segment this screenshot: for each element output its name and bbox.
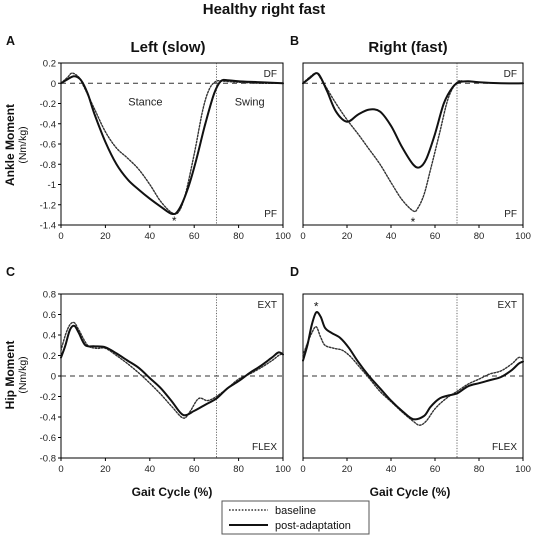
panel-a-xtick-label: 0 xyxy=(58,231,63,242)
panel-a: 0 20 40 60 80 100 0.2 0 -0.2 -0.4 -0.6 -0.8 -1 -1.2 -1… xyxy=(6,34,291,242)
panel-a-ytick-label: -0.8 xyxy=(40,160,56,171)
panel-c-xtick-label: 40 xyxy=(145,464,156,475)
panel-a-significance-star: * xyxy=(172,214,177,228)
panel-b-title: Right (fast) xyxy=(368,39,447,56)
panel-a-xtick-label: 20 xyxy=(100,231,111,242)
panel-b-bottom-right-label: PF xyxy=(504,209,517,220)
panel-a-ytick-label: -0.6 xyxy=(40,140,56,151)
panel-a-swing-label: Swing xyxy=(235,97,265,109)
panel-c-ytick-label: -0.8 xyxy=(40,454,56,465)
panel-c-ytick-label: 0.4 xyxy=(43,331,56,342)
panel-c-series-post-adaptation xyxy=(60,324,284,417)
panel-c-bottom-right-label: FLEX xyxy=(252,442,277,453)
panel-a-ytick-label: -0.4 xyxy=(40,119,56,130)
panel-d-xtick-label: 80 xyxy=(474,464,485,475)
panel-c-xtick-label: 0 xyxy=(58,464,63,475)
panel-a-top-right-label: DF xyxy=(264,69,277,80)
panel-d-xtick-label: 100 xyxy=(515,464,531,475)
panel-c-xtick-label: 60 xyxy=(189,464,200,475)
panel-c: 0 20 40 60 80 100 0.8 0.6 0.4 0.2 0 -0.2 -0.4 -0.6 -0.… xyxy=(6,265,291,475)
panel-d-letter: D xyxy=(290,265,299,279)
panel-a-letter: A xyxy=(6,34,15,48)
panel-d-significance-star: * xyxy=(314,299,319,313)
hip-moment-yunit: (Nm/kg) xyxy=(17,356,29,393)
panel-d-xtick-label: 60 xyxy=(430,464,441,475)
panel-a-xtick-label: 40 xyxy=(145,231,156,242)
legend-post-adaptation-label: post-adaptation xyxy=(275,520,351,532)
panel-a-xtick-label: 60 xyxy=(189,231,200,242)
legend: baseline post-adaptation xyxy=(221,500,370,535)
panel-b-xtick-label: 0 xyxy=(300,231,305,242)
panel-c-xtick-label: 100 xyxy=(275,464,291,475)
panel-d: 0 20 40 60 80 100 EXT FLEX D * xyxy=(290,265,531,475)
ankle-moment-ylabel: Ankle Moment xyxy=(3,104,17,186)
panel-c-letter: C xyxy=(6,265,15,279)
panel-b-xtick-label: 60 xyxy=(430,231,441,242)
panel-a-title: Left (slow) xyxy=(131,39,206,56)
panel-b-series-post-adaptation xyxy=(302,72,524,169)
panel-a-ytick-label: 0.2 xyxy=(43,59,56,70)
panel-c-ytick-label: -0.4 xyxy=(40,413,56,424)
panel-c-ytick-label: 0.2 xyxy=(43,351,56,362)
panel-c-ytick-label: 0.6 xyxy=(43,310,56,321)
panel-c-xtick-label: 80 xyxy=(233,464,244,475)
panel-a-series-post-adaptation xyxy=(60,75,284,216)
panel-b-top-right-label: DF xyxy=(504,69,517,80)
panel-c-series-baseline xyxy=(60,321,284,419)
panel-a-stance-label: Stance xyxy=(128,97,162,109)
panel-a-xtick-label: 100 xyxy=(275,231,291,242)
panel-a-ytick-label: -1 xyxy=(48,180,56,191)
panel-b-letter: B xyxy=(290,34,299,48)
panel-c-ytick-label: 0.8 xyxy=(43,290,56,301)
panel-b-xtick-label: 40 xyxy=(386,231,397,242)
panel-b-frame xyxy=(302,62,524,226)
panel-d-bottom-right-label: FLEX xyxy=(492,442,517,453)
panel-a-ytick-label: -1.4 xyxy=(40,221,56,232)
ankle-moment-yunit: (Nm/kg) xyxy=(17,126,29,163)
panel-b: 0 20 40 60 80 100 DF PF B * xyxy=(290,34,531,242)
legend-baseline-label: baseline xyxy=(275,505,316,517)
panel-c-ytick-label: -0.6 xyxy=(40,433,56,444)
panel-a-ytick-label: 0 xyxy=(51,79,56,90)
panel-b-xtick-label: 80 xyxy=(474,231,485,242)
panel-c-top-right-label: EXT xyxy=(258,300,277,311)
panel-d-xtick-label: 40 xyxy=(386,464,397,475)
panel-b-xtick-label: 20 xyxy=(342,231,353,242)
panel-c-xtick-label: 20 xyxy=(100,464,111,475)
panel-d-series-post-adaptation xyxy=(302,311,524,421)
hip-moment-ylabel: Hip Moment xyxy=(3,341,17,410)
panel-d-xtick-label: 0 xyxy=(300,464,305,475)
panel-c-ytick-label: -0.2 xyxy=(40,392,56,403)
panel-a-ytick-label: -1.2 xyxy=(40,200,56,211)
panel-c-xlabel: Gait Cycle (%) xyxy=(132,485,213,499)
panel-a-series-baseline xyxy=(60,72,284,215)
panel-a-frame xyxy=(60,62,284,226)
panel-a-ytick-label: -0.2 xyxy=(40,99,56,110)
panel-a-bottom-right-label: PF xyxy=(264,209,277,220)
panel-b-xtick-label: 100 xyxy=(515,231,531,242)
panel-d-xtick-label: 20 xyxy=(342,464,353,475)
panel-c-ytick-label: 0 xyxy=(51,372,56,383)
legend-box xyxy=(221,500,370,535)
figure-title: Healthy right fast xyxy=(203,1,326,18)
panel-a-xtick-label: 80 xyxy=(233,231,244,242)
panel-d-xlabel: Gait Cycle (%) xyxy=(370,485,451,499)
panel-b-significance-star: * xyxy=(411,215,416,229)
panel-b-series-baseline xyxy=(302,72,524,213)
panel-d-top-right-label: EXT xyxy=(498,300,517,311)
